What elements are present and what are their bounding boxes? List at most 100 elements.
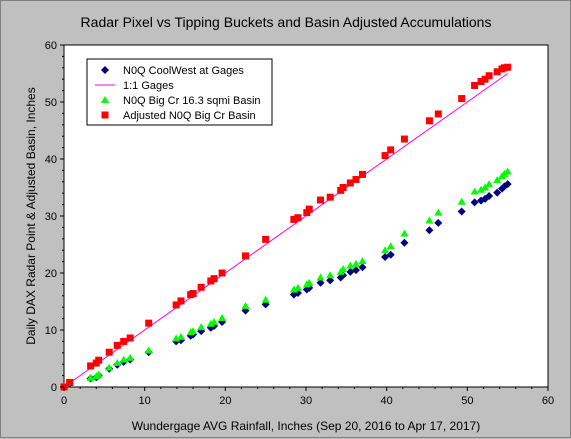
x-tick-label: 50 bbox=[461, 395, 473, 407]
series-0-point bbox=[493, 188, 502, 197]
y-tick-label: 20 bbox=[45, 268, 57, 280]
series-3-point bbox=[105, 348, 113, 356]
series-3-point bbox=[242, 252, 249, 260]
y-tick-label: 50 bbox=[45, 97, 57, 109]
series-3-point bbox=[95, 356, 103, 364]
legend-label: Adjusted N0Q Big Cr Basin bbox=[123, 110, 256, 122]
y-tick-label: 60 bbox=[45, 40, 57, 52]
legend-items: N0Q CoolWest at Gages 1:1 Gages N0Q Big Cr… bbox=[95, 65, 261, 122]
legend-swatch bbox=[101, 96, 109, 103]
series-2-point bbox=[434, 208, 443, 216]
series-0-point bbox=[425, 226, 434, 235]
series-0-point bbox=[485, 192, 494, 201]
series-2-point bbox=[113, 359, 122, 367]
series-2-point bbox=[470, 187, 479, 195]
series-3-point bbox=[145, 319, 153, 327]
series-3-point bbox=[326, 193, 334, 201]
x-tick-label: 0 bbox=[61, 395, 67, 407]
legend: N0Q CoolWest at Gages 1:1 Gages N0Q Big Cr… bbox=[86, 58, 273, 126]
legend-swatch bbox=[101, 111, 109, 119]
x-tick-label: 30 bbox=[300, 395, 312, 407]
series-2-point bbox=[400, 229, 409, 237]
series-2-point bbox=[481, 183, 490, 191]
series-0-point bbox=[358, 263, 367, 272]
y-tick-label: 0 bbox=[51, 382, 57, 394]
y-tick-label: 10 bbox=[45, 325, 57, 337]
series-2-point bbox=[485, 180, 494, 188]
series-3-point bbox=[218, 269, 226, 277]
series-3-point bbox=[317, 196, 325, 204]
x-tick-label: 60 bbox=[542, 395, 554, 407]
series-2-point bbox=[305, 278, 314, 286]
series-3-point bbox=[172, 301, 180, 309]
series-3-point bbox=[477, 77, 485, 85]
series-2-point bbox=[358, 257, 367, 265]
series-3-point bbox=[387, 146, 395, 154]
y-tick-label: 40 bbox=[45, 154, 57, 166]
series-3-point bbox=[305, 205, 313, 213]
series-3-point bbox=[358, 170, 366, 178]
y-tick-label: 30 bbox=[45, 211, 57, 223]
legend-swatch bbox=[101, 66, 109, 74]
x-axis-title: Wundergage AVG Rainfall, Inches (Sep 20,… bbox=[132, 419, 480, 433]
series-3-point bbox=[381, 152, 389, 160]
series-2-point bbox=[241, 302, 250, 310]
series-2-point bbox=[316, 273, 325, 281]
series-2-point bbox=[261, 295, 270, 303]
legend-box bbox=[86, 58, 273, 126]
series-2-point bbox=[218, 314, 227, 322]
series-3-point bbox=[352, 176, 360, 184]
series-3-point bbox=[434, 110, 442, 118]
series-3-point bbox=[400, 135, 408, 143]
series-2-point bbox=[425, 216, 434, 224]
series-3-point bbox=[481, 75, 489, 83]
ticks-layer: 0 10 20 30 40 50 60 0 10 20 30 40 50 60 bbox=[45, 40, 554, 407]
legend-label: N0Q CoolWest at Gages bbox=[123, 65, 244, 77]
x-tick-label: 10 bbox=[139, 395, 151, 407]
series-2-point bbox=[339, 265, 348, 273]
series-line-1to1 bbox=[63, 73, 508, 388]
series-2-point bbox=[457, 197, 466, 205]
series-3-point bbox=[197, 283, 205, 291]
series-0-point bbox=[503, 180, 512, 189]
series-2-point bbox=[477, 185, 486, 193]
series-2-point bbox=[176, 332, 185, 340]
series-0-point bbox=[470, 198, 479, 207]
series-3-point bbox=[210, 275, 218, 283]
series-2-point bbox=[197, 323, 206, 331]
series-3-point bbox=[87, 362, 95, 370]
series-3-point bbox=[485, 72, 493, 80]
series-2-point bbox=[381, 246, 390, 254]
series-2-point bbox=[293, 283, 302, 291]
series-3-point bbox=[66, 378, 74, 386]
series-3-point bbox=[177, 297, 185, 305]
series-3-point bbox=[262, 235, 270, 243]
series-2-point bbox=[189, 327, 198, 335]
x-tick-label: 40 bbox=[381, 395, 393, 407]
series-2-point bbox=[210, 318, 219, 326]
series-3-point bbox=[471, 81, 479, 89]
series-3-point bbox=[504, 63, 512, 71]
series-0-point bbox=[457, 207, 466, 216]
series-0-point bbox=[400, 238, 409, 247]
series-2-point bbox=[352, 259, 361, 267]
series-2-point bbox=[386, 242, 395, 250]
series-3-point bbox=[339, 184, 347, 191]
series-0-point bbox=[316, 278, 325, 287]
series-2-point bbox=[493, 176, 502, 184]
series-3-point bbox=[120, 337, 128, 345]
series-3-point bbox=[346, 179, 354, 187]
series-0-point bbox=[381, 253, 390, 262]
series-2-point bbox=[105, 363, 114, 371]
series-0-point bbox=[434, 218, 443, 227]
series-3-point bbox=[113, 341, 121, 349]
series-0-point bbox=[326, 276, 335, 285]
series-2-point bbox=[503, 167, 512, 175]
series-2-point bbox=[326, 271, 335, 279]
series-2-point bbox=[119, 355, 128, 363]
series-3-point bbox=[425, 117, 433, 125]
series-3-point bbox=[493, 68, 501, 76]
legend-label: N0Q Big Cr 16.3 sqmi Basin bbox=[123, 95, 261, 107]
x-tick-label: 20 bbox=[219, 395, 231, 407]
